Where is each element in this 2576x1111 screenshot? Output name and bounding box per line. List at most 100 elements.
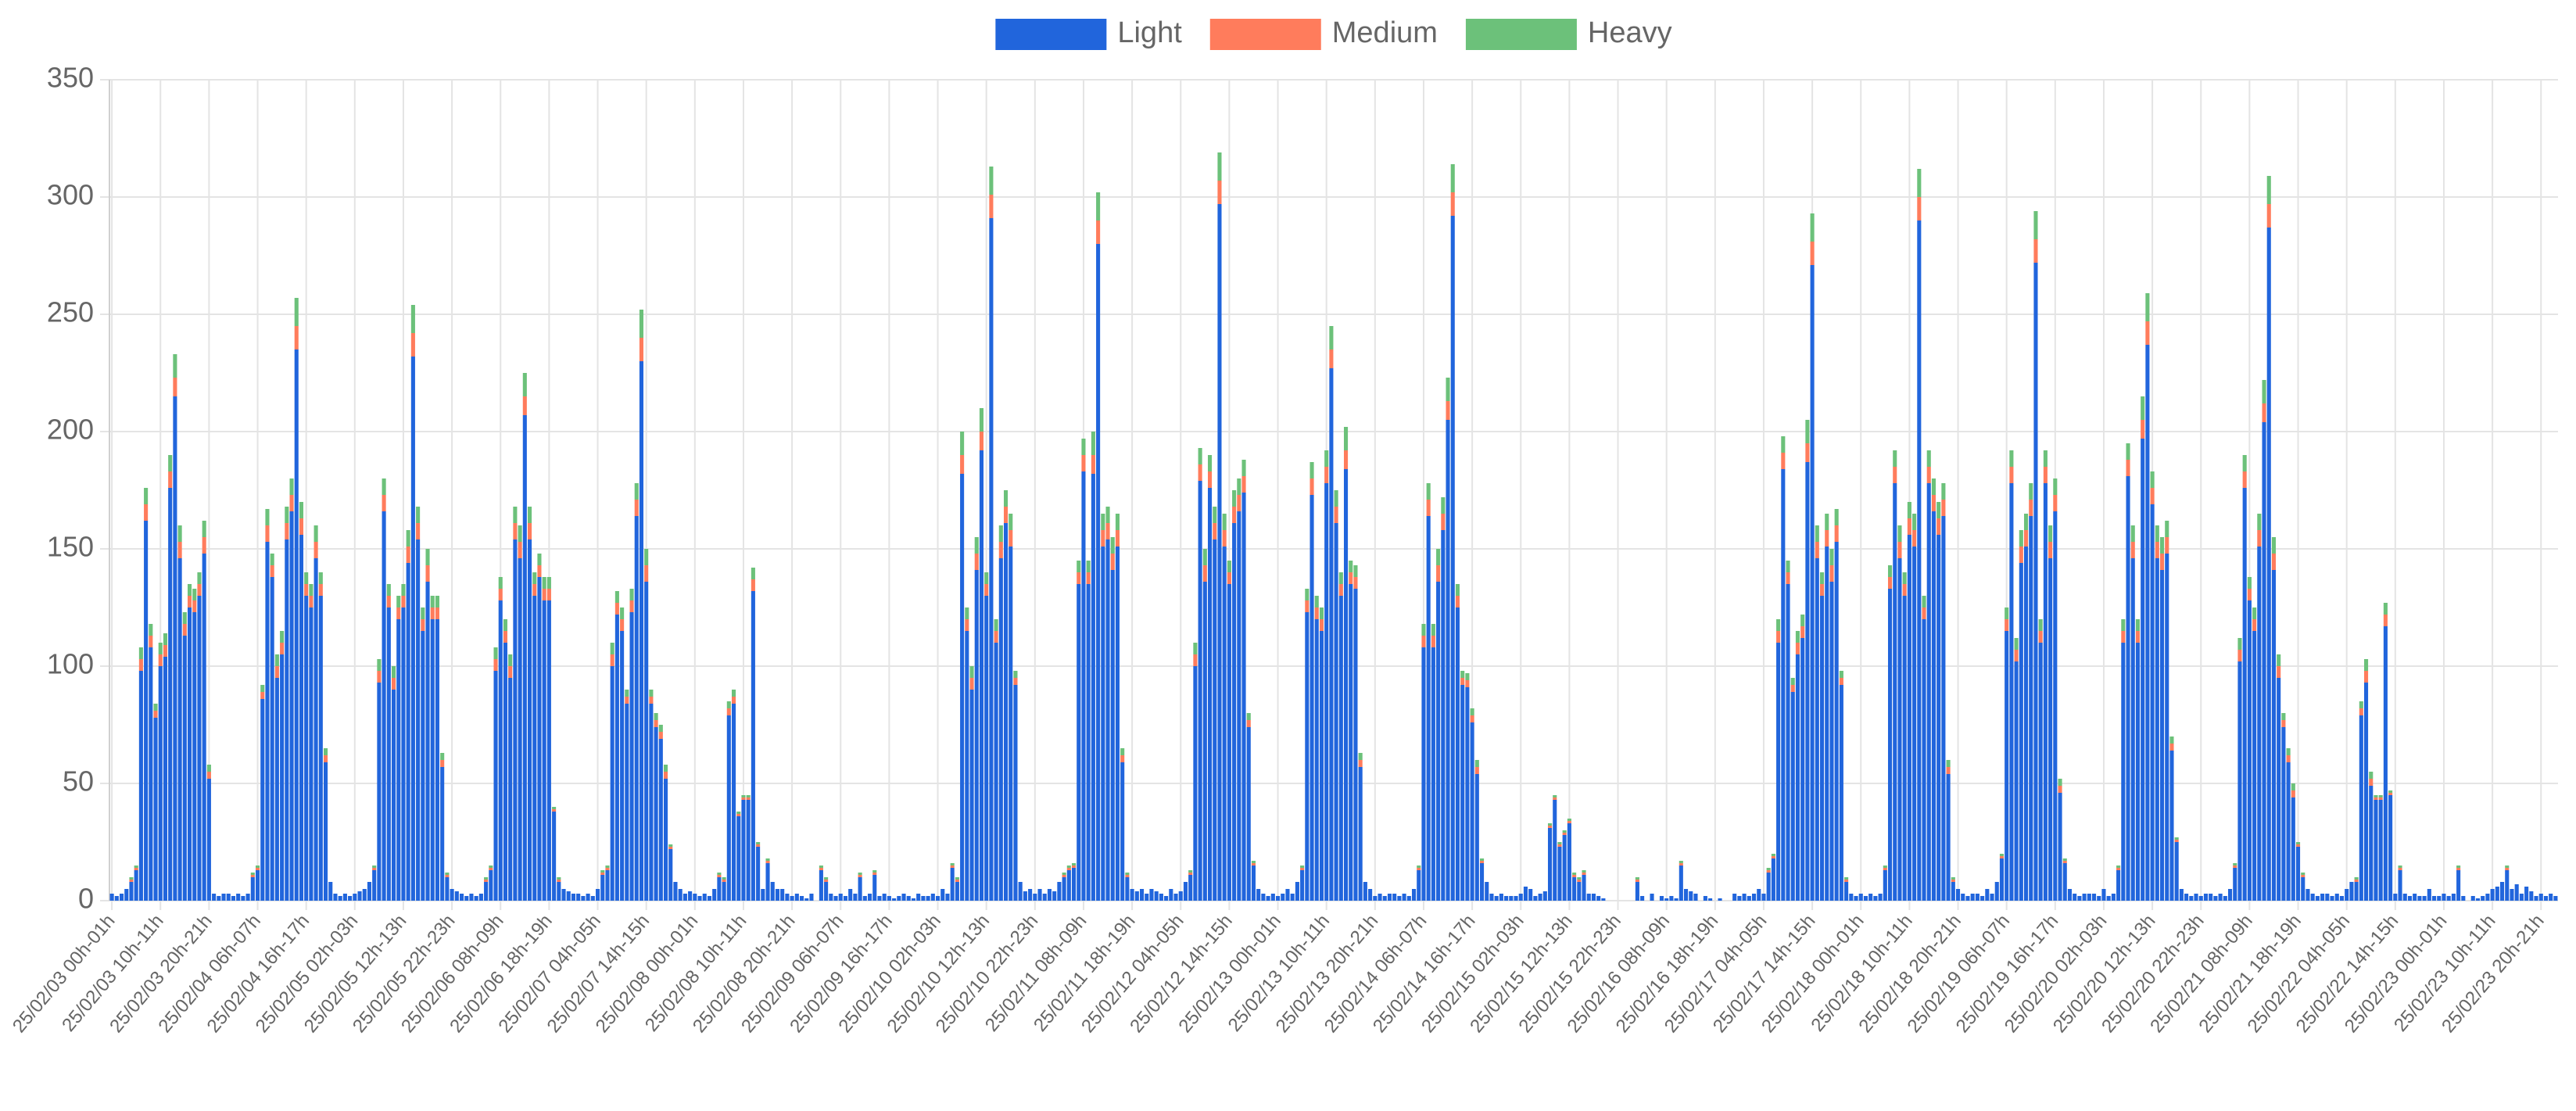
bar-segment [1358, 760, 1363, 767]
bar-segment [1343, 469, 1349, 901]
bar-segment [323, 762, 328, 901]
bar-segment [532, 584, 537, 596]
bar-segment [1110, 554, 1115, 570]
bar-segment [372, 868, 377, 870]
bar-segment [2277, 678, 2281, 901]
bar-segment [2233, 863, 2237, 866]
bar-segment [1436, 549, 1441, 565]
bar-segment [1003, 507, 1009, 523]
bar-segment [1902, 584, 1907, 596]
bar-segment [401, 584, 406, 596]
bar-segment [265, 509, 270, 525]
bar-segment [1732, 894, 1737, 901]
bar-segment [2247, 577, 2252, 589]
bar-segment [1669, 896, 1674, 901]
bar-segment [532, 596, 537, 901]
bar-segment [1411, 889, 1417, 901]
bar-segment [274, 678, 279, 901]
bar-segment [1013, 671, 1018, 678]
bar-segment [425, 549, 430, 565]
bar-segment [2247, 600, 2252, 901]
bar-segment [1679, 861, 1683, 863]
bar-segment [2378, 795, 2383, 797]
bar-segment [1577, 882, 1582, 901]
bar-segment [1382, 896, 1387, 901]
bar-segment [2023, 530, 2029, 547]
bar-segment [542, 589, 546, 600]
bar-segment [367, 882, 372, 901]
bar-segment [2388, 790, 2393, 793]
bar-segment [416, 539, 421, 901]
bar-segment [270, 577, 274, 901]
bar-segment [2097, 896, 2101, 901]
bar-segment [858, 877, 862, 901]
bar-segment [2237, 661, 2242, 901]
bar-segment [1557, 842, 1562, 844]
bar-segment [1893, 450, 1897, 467]
bar-segment [586, 894, 590, 901]
legend-swatch [995, 19, 1107, 50]
bar-segment [2363, 659, 2369, 671]
bar-segment [1465, 673, 1470, 680]
bar-segment [1917, 220, 1922, 901]
bar-segment [600, 873, 605, 875]
bar-segment [2295, 844, 2301, 847]
bar-segment [1951, 882, 1955, 901]
bar-segment [2165, 521, 2169, 537]
bar-segment [1926, 450, 1931, 467]
bar-segment [1309, 462, 1314, 478]
bar-segment [377, 683, 382, 901]
bar-segment [1227, 584, 1231, 901]
bar-segment [1173, 894, 1178, 901]
bar-segment [2310, 894, 2315, 901]
legend-label: Heavy [1588, 16, 1672, 49]
bar-segment [546, 589, 551, 600]
bar-segment [212, 894, 217, 901]
bar-segment [1635, 880, 1639, 882]
bar-segment [552, 812, 557, 901]
bar-segment [965, 619, 969, 631]
bar-segment [1349, 572, 1353, 584]
bar-segment [2033, 211, 2038, 239]
bar-segment [192, 600, 197, 612]
bar-segment [484, 882, 489, 901]
bar-segment [177, 558, 182, 901]
bar-segment [2014, 650, 2019, 661]
bar-segment [2281, 727, 2286, 901]
bar-segment [1431, 636, 1435, 647]
bar-segment [780, 889, 785, 901]
bar-segment [1066, 870, 1071, 901]
bar-segment [396, 596, 401, 607]
bar-segment [1077, 572, 1081, 584]
bar-segment [2048, 525, 2053, 542]
bar-segment [1834, 509, 1839, 525]
bar-segment [746, 800, 751, 901]
bar-segment [173, 354, 177, 378]
bar-segment [2345, 889, 2349, 901]
bar-segment [1139, 889, 1145, 901]
bar-segment [2174, 840, 2179, 842]
bar-segment [1931, 511, 1936, 901]
bar-segment [1319, 631, 1324, 901]
bar-segment [1431, 647, 1435, 901]
bar-segment [2005, 631, 2009, 901]
bar-segment [649, 690, 654, 697]
bar-segment [688, 891, 693, 901]
bar-segment [168, 488, 173, 901]
bar-segment [416, 507, 421, 523]
bar-segment [372, 870, 377, 901]
bar-segment [620, 631, 625, 901]
bar-segment [1309, 478, 1314, 495]
bar-segment [969, 678, 974, 690]
bar-segment [518, 542, 522, 558]
bar-segment [668, 849, 673, 901]
bar-segment [1096, 220, 1101, 244]
bar-segment [503, 643, 508, 901]
bar-segment [1324, 467, 1329, 483]
bar-segment [144, 521, 149, 901]
bar-segment [765, 858, 770, 861]
bar-segment [1936, 518, 1941, 535]
bar-segment [2121, 643, 2126, 901]
bar-segment [459, 894, 464, 901]
bar-segment [1023, 891, 1027, 901]
